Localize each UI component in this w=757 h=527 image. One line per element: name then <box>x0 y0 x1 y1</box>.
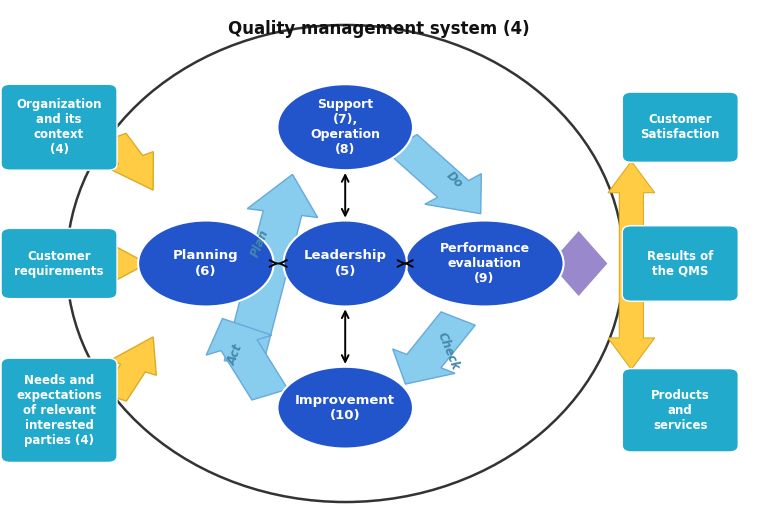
Polygon shape <box>114 246 147 281</box>
Text: Planning
(6): Planning (6) <box>173 249 238 278</box>
Text: Customer
Satisfaction: Customer Satisfaction <box>640 113 720 141</box>
Text: Quality management system (4): Quality management system (4) <box>229 19 530 38</box>
Text: Customer
requirements: Customer requirements <box>14 249 104 278</box>
Text: Needs and
expectations
of relevant
interested
parties (4): Needs and expectations of relevant inter… <box>16 374 102 447</box>
Polygon shape <box>101 337 157 401</box>
Polygon shape <box>393 312 475 384</box>
Ellipse shape <box>406 220 563 307</box>
Text: Performance
evaluation
(9): Performance evaluation (9) <box>440 242 530 285</box>
Polygon shape <box>608 161 655 369</box>
Ellipse shape <box>283 220 407 307</box>
Text: Check: Check <box>435 330 462 373</box>
Polygon shape <box>206 318 288 400</box>
FancyBboxPatch shape <box>622 226 738 301</box>
Text: Plan: Plan <box>248 228 272 259</box>
Text: Do: Do <box>444 169 466 191</box>
FancyBboxPatch shape <box>622 368 738 452</box>
FancyBboxPatch shape <box>1 84 117 170</box>
Text: Act: Act <box>226 343 246 368</box>
Ellipse shape <box>138 220 274 307</box>
Polygon shape <box>224 174 318 366</box>
Polygon shape <box>102 133 154 190</box>
Text: Products
and
services: Products and services <box>651 389 709 432</box>
FancyBboxPatch shape <box>622 92 738 162</box>
Ellipse shape <box>277 84 413 170</box>
Text: Support
(7),
Operation
(8): Support (7), Operation (8) <box>310 98 380 156</box>
Text: Improvement
(10): Improvement (10) <box>295 394 395 422</box>
Text: Results of
the QMS: Results of the QMS <box>647 249 714 278</box>
Text: Leadership
(5): Leadership (5) <box>304 249 387 278</box>
Ellipse shape <box>277 367 413 448</box>
FancyBboxPatch shape <box>1 228 117 299</box>
Polygon shape <box>549 229 609 298</box>
FancyBboxPatch shape <box>1 358 117 462</box>
Text: Organization
and its
context
(4): Organization and its context (4) <box>17 98 101 156</box>
Polygon shape <box>386 134 481 214</box>
